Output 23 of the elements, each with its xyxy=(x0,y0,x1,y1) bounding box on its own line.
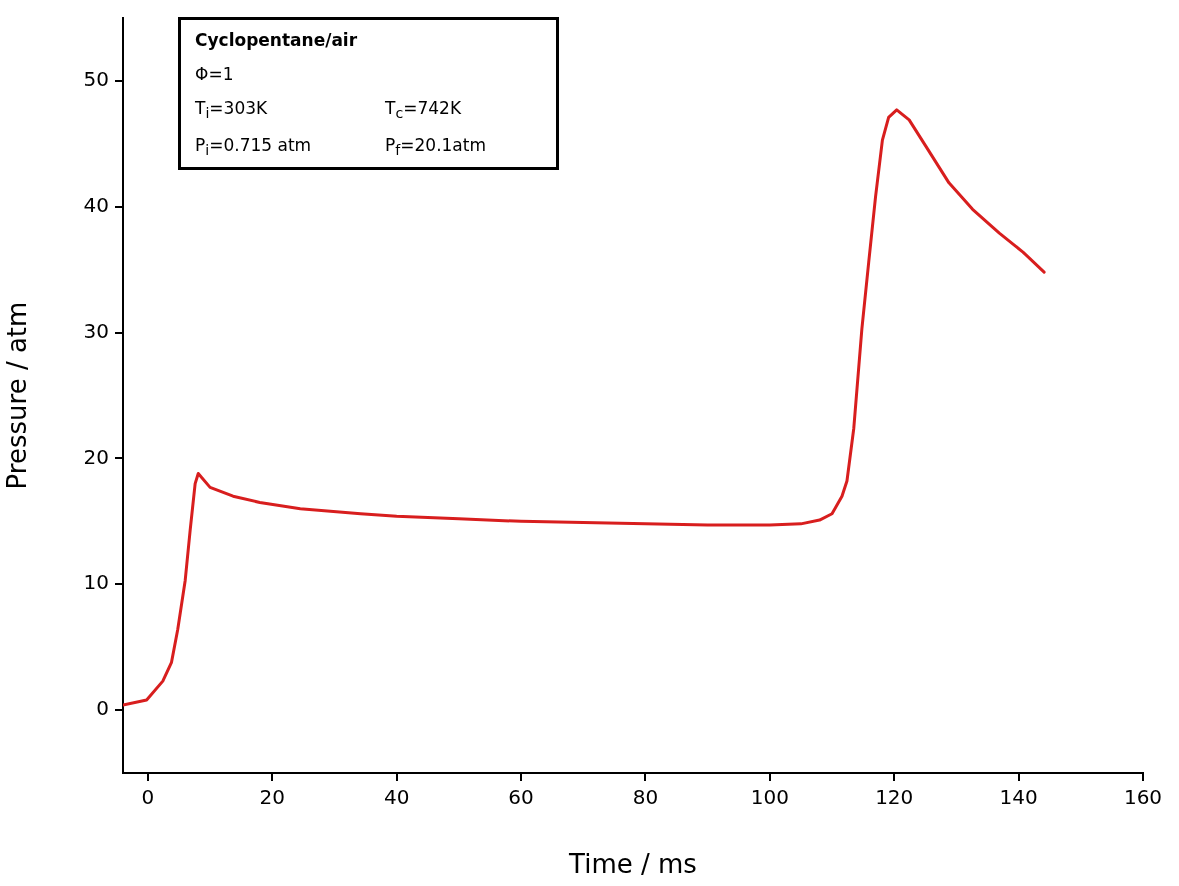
annotation: Φ=1 xyxy=(195,64,235,84)
annotation: T$_{c}$=742K xyxy=(385,98,463,122)
x-tick-label: 80 xyxy=(632,785,659,810)
x-tick-label: 40 xyxy=(383,785,410,810)
x-tick-label: 100 xyxy=(750,785,789,810)
x-tick-label: 0 xyxy=(141,785,155,810)
y-tick-label: 40 xyxy=(83,192,109,217)
x-tick-label: 140 xyxy=(999,785,1038,810)
x-tick-label: 60 xyxy=(508,785,534,810)
x-tick-label: 120 xyxy=(875,785,914,810)
annotation: T$_{i}$=303K xyxy=(195,98,269,122)
y-tick-label: 10 xyxy=(83,570,109,595)
y-tick-label: 50 xyxy=(83,67,109,92)
y-tick-label: 20 xyxy=(83,444,109,469)
y-tick-label: 0 xyxy=(96,696,109,721)
x-tick-label: 160 xyxy=(1123,785,1163,810)
y-axis-title: Pressure / atm xyxy=(2,301,33,490)
y-tick-label: 30 xyxy=(83,318,109,343)
x-tick-label: 20 xyxy=(259,785,285,810)
annotation: P$_{f}$=20.1atm xyxy=(385,135,487,159)
x-axis-title: Time / ms xyxy=(568,849,697,880)
annotation: Cyclopentane/air xyxy=(195,30,359,50)
annotation: P$_{i}$=0.715 atm xyxy=(195,135,313,159)
